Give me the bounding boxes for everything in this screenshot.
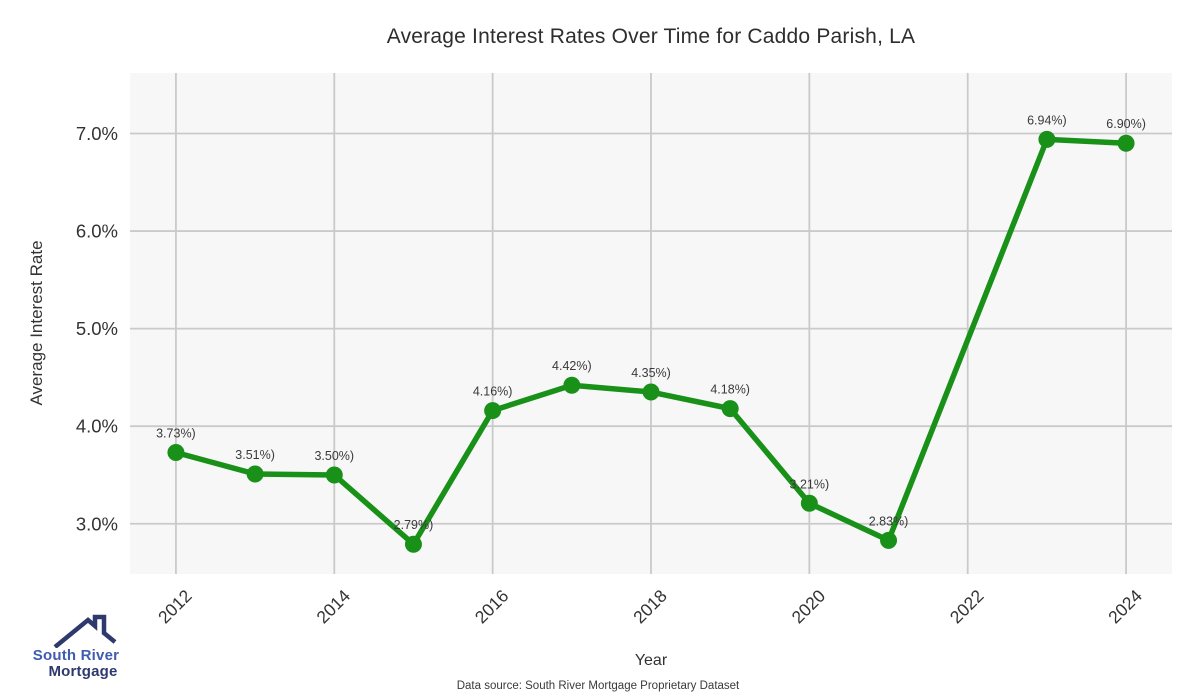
data-point <box>246 465 264 483</box>
data-point-label: 3.73%) <box>156 427 196 441</box>
data-point-label: 3.50%) <box>314 449 354 463</box>
data-point-label: 4.35%) <box>631 366 671 380</box>
data-point-label: 3.51%) <box>235 448 275 462</box>
data-point <box>484 402 502 420</box>
data-point-label: 3.21%) <box>790 477 830 491</box>
data-point <box>800 494 818 512</box>
data-point-label: 2.79%) <box>394 518 434 532</box>
data-point <box>404 535 422 553</box>
y-tick-label: 7.0% <box>76 123 118 144</box>
data-point <box>1038 130 1056 148</box>
data-source-note: Data source: South River Mortgage Propri… <box>456 680 740 692</box>
x-tick-label: 2016 <box>471 586 513 628</box>
house-roof-icon <box>53 614 117 648</box>
data-point <box>167 444 185 462</box>
south-river-mortgage-logo: South River Mortgage <box>20 610 132 680</box>
data-point <box>325 466 343 484</box>
data-point <box>721 400 739 418</box>
x-tick-label: 2018 <box>629 586 671 628</box>
x-tick-label: 2024 <box>1104 586 1146 628</box>
x-tick-label: 2020 <box>788 586 830 628</box>
data-point <box>1117 134 1135 152</box>
data-point-label: 6.94%) <box>1027 113 1067 127</box>
data-point-label: 2.83%) <box>869 514 909 528</box>
x-tick-label: 2022 <box>946 586 988 628</box>
y-tick-label: 4.0% <box>76 416 118 437</box>
data-point <box>642 383 660 401</box>
data-point <box>880 531 898 549</box>
chart-title: Average Interest Rates Over Time for Cad… <box>386 25 916 48</box>
x-tick-label: 2014 <box>312 586 354 628</box>
y-tick-label: 3.0% <box>76 513 118 534</box>
data-point-label: 4.16%) <box>473 385 513 399</box>
logo-text-line1: South River <box>32 647 120 664</box>
y-tick-label: 5.0% <box>76 318 118 339</box>
data-point-label: 6.90%) <box>1106 117 1146 131</box>
y-tick-label: 6.0% <box>76 221 118 242</box>
rate-line <box>173 136 1129 547</box>
x-axis-title: Year <box>634 652 668 669</box>
data-point <box>563 376 581 394</box>
data-point-label: 4.42%) <box>552 359 592 373</box>
x-tick-label: 2012 <box>154 586 196 628</box>
data-point-label: 4.18%) <box>710 383 750 397</box>
logo-text-line2: Mortgage <box>48 662 118 680</box>
